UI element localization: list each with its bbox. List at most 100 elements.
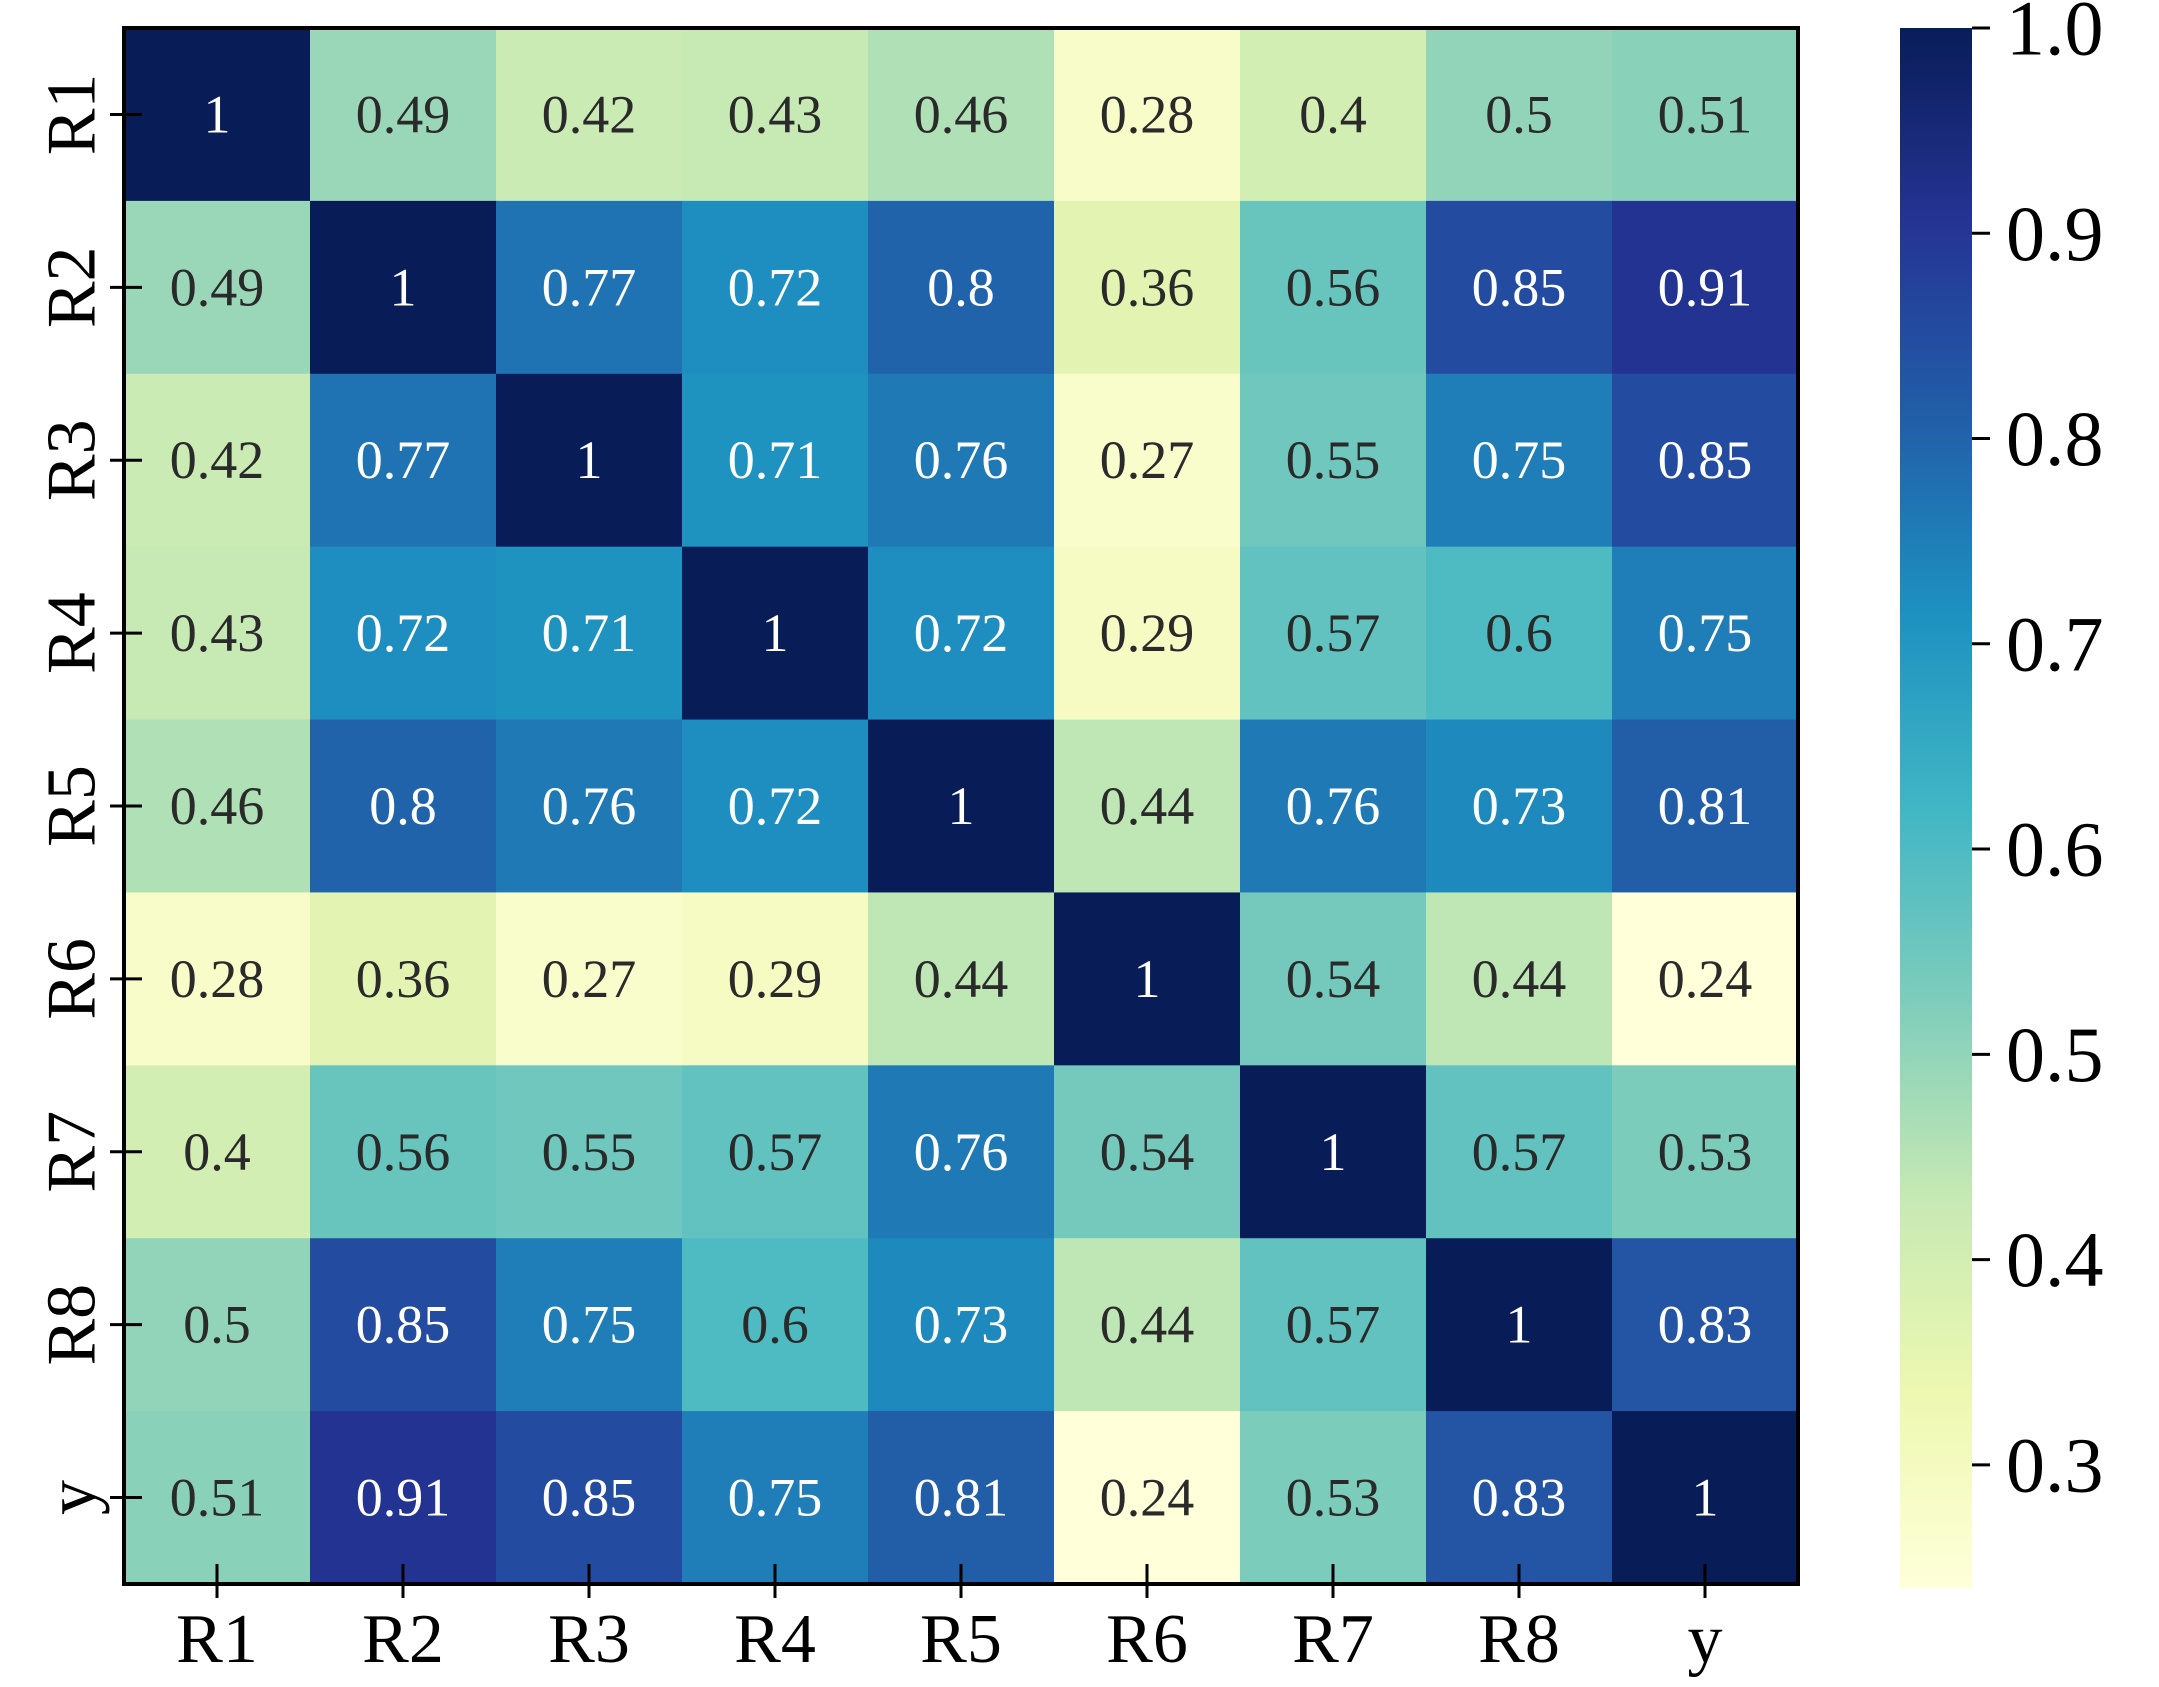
cell-annotation-R6-R6: 1	[1134, 949, 1161, 1009]
heatmap-cell-R1-R7	[1240, 28, 1427, 202]
cell-annotation-R6-R2: 0.36	[356, 949, 451, 1009]
heatmap-cell-R5-R2	[310, 719, 497, 894]
y-tick-label-R1: R1	[34, 74, 111, 156]
cell-annotation-R2-R5: 0.8	[927, 257, 995, 317]
cell-annotation-R8-R6: 0.44	[1100, 1295, 1195, 1355]
heatmap-cell-R4-R2	[310, 546, 497, 721]
cell-annotation-R4-R7: 0.57	[1286, 603, 1381, 663]
heatmap-cell-R2-R6	[1054, 200, 1241, 375]
heatmap-cell-y-R5	[868, 1411, 1055, 1585]
x-axis: R1 R2 R3 R4 R5 R6 R7 R8 y	[176, 1564, 1723, 1678]
heatmap-cell-R5-R1	[124, 719, 311, 894]
cell-annotation-y-R8: 0.83	[1472, 1468, 1567, 1528]
y-tick-label-R4: R4	[34, 592, 111, 674]
cell-annotation-R2-R6: 0.36	[1100, 257, 1195, 317]
cell-annotation-R1-R1: 1	[204, 84, 231, 144]
heatmap-cell-R3-R2	[310, 373, 497, 548]
y-axis: R1 R2 R3 R4 R5 R6 R7 R8 y	[34, 74, 142, 1515]
heatmap-cell-R2-y	[1612, 200, 1799, 375]
heatmap-cell-R4-R4	[682, 546, 869, 721]
cell-annotation-R7-R2: 0.56	[356, 1122, 451, 1182]
cell-annotation-y-R1: 0.51	[170, 1468, 265, 1528]
cell-annotation-R8-R5: 0.73	[914, 1295, 1009, 1355]
cell-annotation-R1-R2: 0.49	[356, 84, 451, 144]
heatmap-cell-R7-R6	[1054, 1065, 1241, 1239]
colorbar-tick-label-0.5: 0.5	[2006, 1011, 2104, 1098]
cell-annotation-R6-R1: 0.28	[170, 949, 265, 1009]
cell-annotation-R7-R4: 0.57	[728, 1122, 823, 1182]
heatmap-cell-R6-R7	[1240, 892, 1427, 1066]
heatmap-cell-R7-R4	[682, 1065, 869, 1239]
heatmap-cell-R6-R4	[682, 892, 869, 1066]
heatmap-cell-R5-R7	[1240, 719, 1427, 894]
heatmap-cell-R8-R6	[1054, 1238, 1241, 1412]
heatmap-cell-R7-R3	[496, 1065, 683, 1239]
cell-annotation-R2-R2: 1	[390, 257, 417, 317]
x-tick-label-R2: R2	[362, 1601, 444, 1678]
heatmap-cell-R8-R1	[124, 1238, 311, 1412]
cell-annotation-R6-R7: 0.54	[1286, 949, 1381, 1009]
heatmap-cell-R7-R8	[1426, 1065, 1613, 1239]
heatmap-cell-R7-y	[1612, 1065, 1799, 1239]
heatmap-cell-R6-R8	[1426, 892, 1613, 1066]
cell-annotation-y-R7: 0.53	[1286, 1468, 1381, 1528]
heatmap-cell-R5-R6	[1054, 719, 1241, 894]
cell-annotation-R5-y: 0.81	[1658, 776, 1753, 836]
heatmap-cell-y-R6	[1054, 1411, 1241, 1585]
heatmap-cell-R5-R4	[682, 719, 869, 894]
heatmap-cell-R7-R1	[124, 1065, 311, 1239]
x-tick-label-y: y	[1688, 1601, 1723, 1678]
cell-annotation-R1-R5: 0.46	[914, 84, 1009, 144]
cell-annotation-R3-y: 0.85	[1658, 430, 1753, 490]
heatmap-cell-R2-R2	[310, 200, 497, 375]
heatmap-cell-R8-R8	[1426, 1238, 1613, 1412]
heatmap-cell-R8-R7	[1240, 1238, 1427, 1412]
colorbar: 0.3 0.4 0.5 0.6 0.7 0.8 0.9 1.0	[1900, 0, 2104, 1588]
heatmap-cell-R3-R8	[1426, 373, 1613, 548]
cell-annotation-R3-R8: 0.75	[1472, 430, 1567, 490]
heatmap-cell-R1-R4	[682, 28, 869, 202]
cell-annotations: 1 0.49 0.42 0.43 0.46 0.28 0.4 0.5 0.510.49 1 0.77…	[170, 84, 1753, 1527]
heatmap-cell-R1-R5	[868, 28, 1055, 202]
colorbar-tick-label-0.6: 0.6	[2006, 806, 2104, 893]
heatmap-cell-R3-R3	[496, 373, 683, 548]
x-tick-label-R8: R8	[1478, 1601, 1560, 1678]
heatmap-cell-R8-R4	[682, 1238, 869, 1412]
heatmap-cell-R6-R6	[1054, 892, 1241, 1066]
heatmap-cell-R1-R1	[124, 28, 311, 202]
cell-annotation-R7-R1: 0.4	[183, 1122, 251, 1182]
cell-annotation-R5-R7: 0.76	[1286, 776, 1381, 836]
heatmap-cell-R4-R6	[1054, 546, 1241, 721]
colorbar-tick-label-0.9: 0.9	[2006, 190, 2104, 277]
colorbar-tick-label-0.4: 0.4	[2006, 1216, 2104, 1303]
cell-annotation-R2-R3: 0.77	[542, 257, 637, 317]
cell-annotation-R8-y: 0.83	[1658, 1295, 1753, 1355]
cell-annotation-R3-R5: 0.76	[914, 430, 1009, 490]
cell-annotation-R1-R3: 0.42	[542, 84, 637, 144]
heatmap-cell-R4-R5	[868, 546, 1055, 721]
heatmap-cell-R2-R3	[496, 200, 683, 375]
cell-annotation-R1-R6: 0.28	[1100, 84, 1195, 144]
heatmap-cell-y-y	[1612, 1411, 1799, 1585]
cell-annotation-y-R5: 0.81	[914, 1468, 1009, 1528]
heatmap-cell-R1-R8	[1426, 28, 1613, 202]
heatmap-cell-R3-R1	[124, 373, 311, 548]
heatmap-cell-R5-R3	[496, 719, 683, 894]
heatmap-cell-R4-R3	[496, 546, 683, 721]
heatmap-cell-R7-R7	[1240, 1065, 1427, 1239]
heatmap-cell-R5-R5	[868, 719, 1055, 894]
heatmap-cell-R5-R8	[1426, 719, 1613, 894]
heatmap-cells	[124, 28, 1799, 1585]
cell-annotation-R7-y: 0.53	[1658, 1122, 1753, 1182]
cell-annotation-R4-R1: 0.43	[170, 603, 265, 663]
cell-annotation-R2-R4: 0.72	[728, 257, 823, 317]
heatmap-cell-R2-R1	[124, 200, 311, 375]
cell-annotation-R4-R6: 0.29	[1100, 603, 1195, 663]
heatmap-cell-R1-y	[1612, 28, 1799, 202]
heatmap-cell-y-R1	[124, 1411, 311, 1585]
cell-annotation-R8-R7: 0.57	[1286, 1295, 1381, 1355]
cell-annotation-R4-y: 0.75	[1658, 603, 1753, 663]
y-tick-label-R7: R7	[34, 1111, 111, 1193]
cell-annotation-R1-R4: 0.43	[728, 84, 823, 144]
